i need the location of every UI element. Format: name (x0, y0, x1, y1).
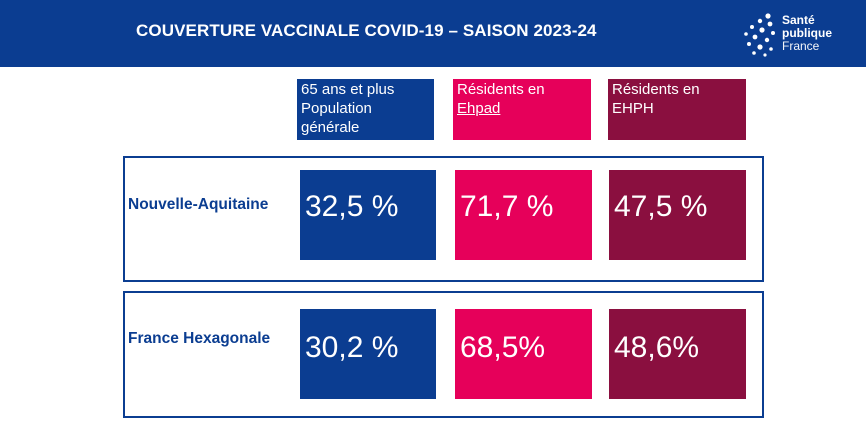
column-header-line: Ehpad (457, 100, 501, 117)
logo-line-3: France (782, 39, 820, 53)
row-frame-nouvelle-aquitaine (123, 156, 764, 282)
column-header-line: générale (301, 119, 360, 136)
column-header-line: Résidents en (457, 81, 545, 98)
logo-text: Santé publique France (782, 14, 832, 53)
logo-line-2: publique (782, 26, 832, 40)
row-label-france-hexagonale: France Hexagonale (128, 330, 271, 347)
value-cell-ehph: 47,5 % (609, 170, 746, 260)
column-header-line: 65 ans et plus (301, 81, 395, 98)
column-header-ehpad: Résidents en Ehpad (453, 79, 591, 140)
sante-publique-france-logo: Santé publique France (740, 12, 860, 58)
page-title: COUVERTURE VACCINALE COVID-19 – SAISON 2… (136, 21, 597, 40)
column-header-line: Population (301, 100, 372, 117)
column-header-line: EHPH (612, 100, 654, 117)
value-cell-65-plus: 32,5 % (300, 170, 436, 260)
value-cell-65-plus: 30,2 % (300, 309, 436, 399)
column-header-line: Résidents en (612, 81, 700, 98)
row-label-nouvelle-aquitaine: Nouvelle-Aquitaine (128, 196, 269, 213)
logo-dots-icon (744, 13, 775, 57)
value-cell-ehpad: 68,5% (455, 309, 592, 399)
column-header-ehph: Résidents en EHPH (608, 79, 746, 140)
value-cell-ehpad: 71,7 % (455, 170, 592, 260)
logo-line-1: Santé (782, 13, 815, 27)
row-frame-france-hexagonale (123, 291, 764, 418)
header-banner: COUVERTURE VACCINALE COVID-19 – SAISON 2… (0, 0, 866, 67)
value-cell-ehph: 48,6% (609, 309, 746, 399)
column-header-65-plus: 65 ans et plus Population générale (297, 79, 434, 140)
